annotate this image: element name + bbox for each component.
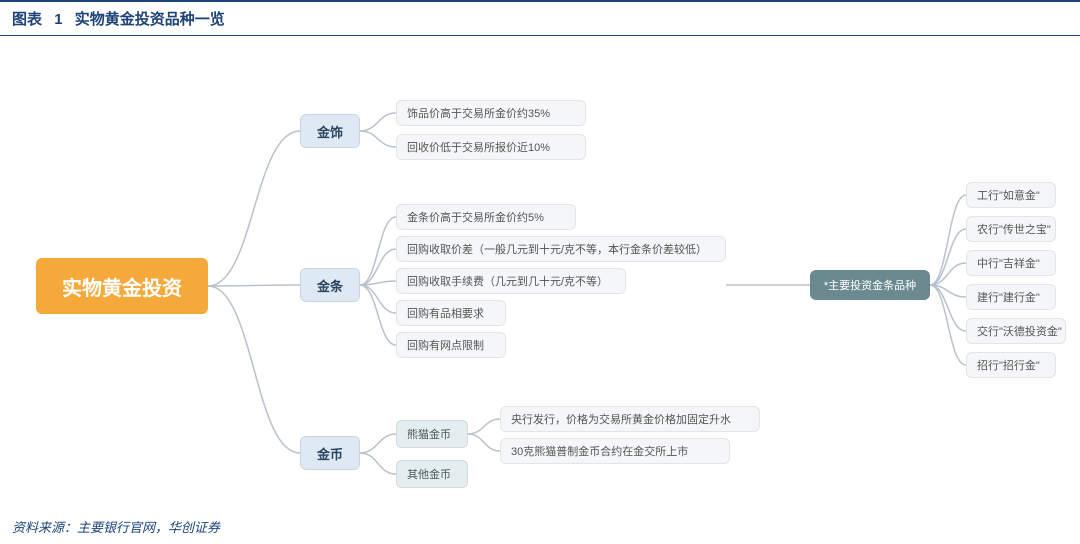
cat-bar: 金条	[300, 268, 360, 302]
coin-panda: 熊猫金币	[396, 420, 468, 448]
bar-leaf-4: 回购有品相要求	[396, 300, 506, 326]
source-footer: 资料来源：主要银行官网，华创证券	[12, 517, 220, 536]
jewelry-leaf-2: 回收价低于交易所报价近10%	[396, 134, 586, 160]
brand-header: *主要投资金条品种	[810, 270, 930, 300]
brand-4: 建行"建行金"	[966, 284, 1056, 310]
cat-jewelry: 金饰	[300, 114, 360, 148]
cat-coin: 金币	[300, 436, 360, 470]
brand-5: 交行"沃德投资金"	[966, 318, 1066, 344]
brand-3: 中行"吉祥金"	[966, 250, 1056, 276]
brand-6: 招行"招行金"	[966, 352, 1056, 378]
bar-leaf-5: 回购有网点限制	[396, 332, 506, 358]
bar-leaf-3: 回购收取手续费（几元到几十元/克不等）	[396, 268, 626, 294]
bar-leaf-2: 回购收取价差（一般几元到十元/克不等，本行金条价差较低）	[396, 236, 726, 262]
jewelry-leaf-1: 饰品价高于交易所金价约35%	[396, 100, 586, 126]
header-prefix: 图表	[12, 11, 42, 28]
root-node: 实物黄金投资	[36, 258, 208, 314]
bar-leaf-1: 金条价高于交易所金价约5%	[396, 204, 576, 230]
panda-leaf-2: 30克熊猫普制金币合约在金交所上市	[500, 438, 730, 464]
chart-header: 图表 1 实物黄金投资品种一览	[0, 0, 1080, 36]
brand-1: 工行"如意金"	[966, 182, 1056, 208]
coin-other: 其他金币	[396, 460, 468, 488]
brand-2: 农行"传世之宝"	[966, 216, 1056, 242]
header-number: 1	[54, 11, 62, 28]
mindmap-diagram: 实物黄金投资 金饰 金条 金币 饰品价高于交易所金价约35% 回收价低于交易所报…	[0, 36, 1080, 516]
header-title: 实物黄金投资品种一览	[75, 11, 225, 28]
panda-leaf-1: 央行发行，价格为交易所黄金价格加固定升水	[500, 406, 760, 432]
